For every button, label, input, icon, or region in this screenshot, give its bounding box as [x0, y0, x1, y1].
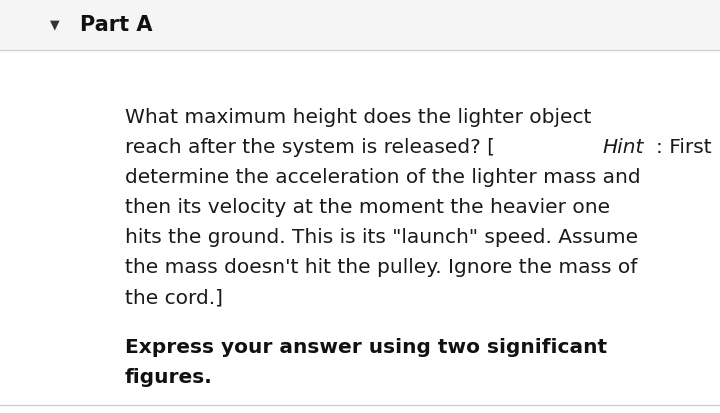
Text: then its velocity at the moment the heavier one: then its velocity at the moment the heav… — [125, 198, 610, 217]
Text: ▼: ▼ — [50, 19, 60, 31]
Text: reach after the system is released? [: reach after the system is released? [ — [125, 138, 495, 157]
Text: determine the acceleration of the lighter mass and: determine the acceleration of the lighte… — [125, 168, 641, 187]
Text: the cord.]: the cord.] — [125, 288, 223, 307]
Text: figures.: figures. — [125, 368, 212, 387]
Text: : First: : First — [656, 138, 711, 157]
Text: Hint: Hint — [603, 138, 644, 157]
Text: Express your answer using two significant: Express your answer using two significan… — [125, 338, 607, 357]
Bar — [0, 0, 720, 50]
Text: the mass doesn't hit the pulley. Ignore the mass of: the mass doesn't hit the pulley. Ignore … — [125, 258, 637, 277]
Text: Part A: Part A — [80, 15, 153, 35]
Text: What maximum height does the lighter object: What maximum height does the lighter obj… — [125, 108, 591, 127]
Text: hits the ground. This is its "launch" speed. Assume: hits the ground. This is its "launch" sp… — [125, 228, 638, 247]
